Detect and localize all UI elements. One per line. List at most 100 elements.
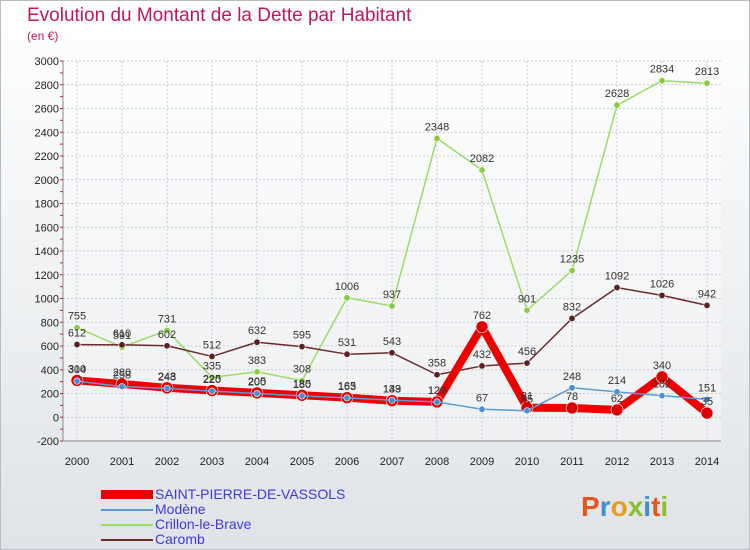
data-point-caromb [118,341,126,349]
y-tick-label: -200 [37,436,59,448]
data-label-mod-ne: 243 [158,371,176,383]
data-point-crillon-le-brave [253,368,261,376]
y-tick-label: 800 [41,317,59,329]
x-tick-label: 2002 [155,456,179,468]
logo-letter: r [599,491,611,522]
data-point-mod-ne [163,384,171,392]
data-label-crillon-le-brave: 2834 [650,64,674,76]
y-tick-label: 2800 [35,80,59,92]
data-label-caromb: 432 [473,349,491,361]
data-label-saint-pierre-de-vassols: 78 [566,391,578,403]
data-point-mod-ne [298,392,306,400]
y-tick-label: 2600 [35,104,59,116]
data-point-mod-ne [253,389,261,397]
data-label-caromb: 610 [113,328,131,340]
data-point-saint-pierre-de-vassols [610,403,624,417]
data-label-crillon-le-brave: 335 [203,360,221,372]
proxiti-logo: Proxiti [581,491,668,523]
data-point-crillon-le-brave [568,267,576,275]
data-label-crillon-le-brave: 1006 [335,281,359,293]
data-label-saint-pierre-de-vassols: 762 [473,310,491,322]
data-label-mod-ne: 151 [698,382,716,394]
data-point-saint-pierre-de-vassols [565,401,579,415]
data-label-caromb: 612 [68,328,86,340]
data-label-mod-ne: 143 [383,383,401,395]
legend-label: Caromb [155,531,205,547]
logo-letter: i [660,491,669,522]
data-point-saint-pierre-de-vassols [655,370,669,384]
data-point-mod-ne [613,388,621,396]
data-label-caromb: 1092 [605,271,629,283]
data-label-crillon-le-brave: 2082 [470,153,494,165]
data-point-mod-ne [568,384,576,392]
data-label-mod-ne: 304 [68,364,86,376]
data-point-mod-ne [703,395,711,403]
data-label-crillon-le-brave: 901 [518,293,536,305]
data-label-crillon-le-brave: 755 [68,311,86,323]
x-tick-label: 2012 [605,456,629,468]
data-label-saint-pierre-de-vassols: 225 [203,374,221,386]
x-tick-label: 2007 [380,456,404,468]
data-point-caromb [253,338,261,346]
data-label-mod-ne: 248 [563,371,581,383]
data-label-mod-ne: 163 [338,381,356,393]
data-label-saint-pierre-de-vassols: 280 [113,367,131,379]
data-label-mod-ne: 220 [203,374,221,386]
y-tick-label: 2200 [35,151,59,163]
data-label-saint-pierre-de-vassols: 340 [653,360,671,372]
data-point-mod-ne [73,377,81,385]
data-point-mod-ne [118,383,126,391]
data-label-mod-ne: 67 [476,392,488,404]
data-point-crillon-le-brave [523,306,531,314]
y-tick-label: 0 [53,412,59,424]
data-label-mod-ne: 258 [113,370,131,382]
data-label-caromb: 632 [248,325,266,337]
x-tick-label: 2013 [650,456,674,468]
data-point-caromb [73,341,81,349]
data-label-caromb: 512 [203,339,221,351]
y-tick-label: 1200 [35,270,59,282]
data-point-saint-pierre-de-vassols [700,406,714,420]
data-point-caromb [703,301,711,309]
data-label-mod-ne: 180 [293,379,311,391]
data-point-caromb [208,352,216,360]
data-label-mod-ne: 182 [653,379,671,391]
chart-title: Evolution du Montant de la Dette par Hab… [27,5,412,26]
x-tick-label: 2004 [245,456,269,468]
x-tick-label: 2003 [200,456,224,468]
chart-subtitle: (en €) [27,29,59,43]
data-point-mod-ne [478,405,486,413]
x-tick-label: 2000 [65,456,89,468]
data-label-caromb: 942 [698,288,716,300]
x-tick-label: 2010 [515,456,539,468]
data-label-saint-pierre-de-vassols: 35 [701,396,713,408]
x-tick-label: 2014 [695,456,719,468]
x-tick-label: 2001 [110,456,134,468]
logo-letter: o [610,491,628,522]
data-label-mod-ne: 214 [608,375,626,387]
logo-letter: i [643,491,652,522]
x-tick-label: 2008 [425,456,449,468]
data-point-mod-ne [388,396,396,404]
data-label-caromb: 595 [293,330,311,342]
data-point-caromb [298,343,306,351]
data-label-caromb: 456 [518,346,536,358]
data-label-crillon-le-brave: 591 [113,330,131,342]
data-point-crillon-le-brave [343,294,351,302]
data-label-saint-pierre-de-vassols: 81 [521,391,533,403]
logo-letter: t [651,491,661,522]
data-point-caromb [433,371,441,379]
data-label-caromb: 832 [563,301,581,313]
legend-swatch [101,509,153,511]
data-label-caromb: 543 [383,336,401,348]
data-label-mod-ne: 55 [521,394,533,406]
x-tick-label: 2006 [335,456,359,468]
data-label-mod-ne: 200 [248,377,266,389]
data-point-crillon-le-brave [73,324,81,332]
data-point-saint-pierre-de-vassols [475,320,489,334]
legend-label: SAINT-PIERRE-DE-VASSOLS [155,486,346,502]
legend-swatch [101,490,153,499]
data-point-mod-ne [208,387,216,395]
